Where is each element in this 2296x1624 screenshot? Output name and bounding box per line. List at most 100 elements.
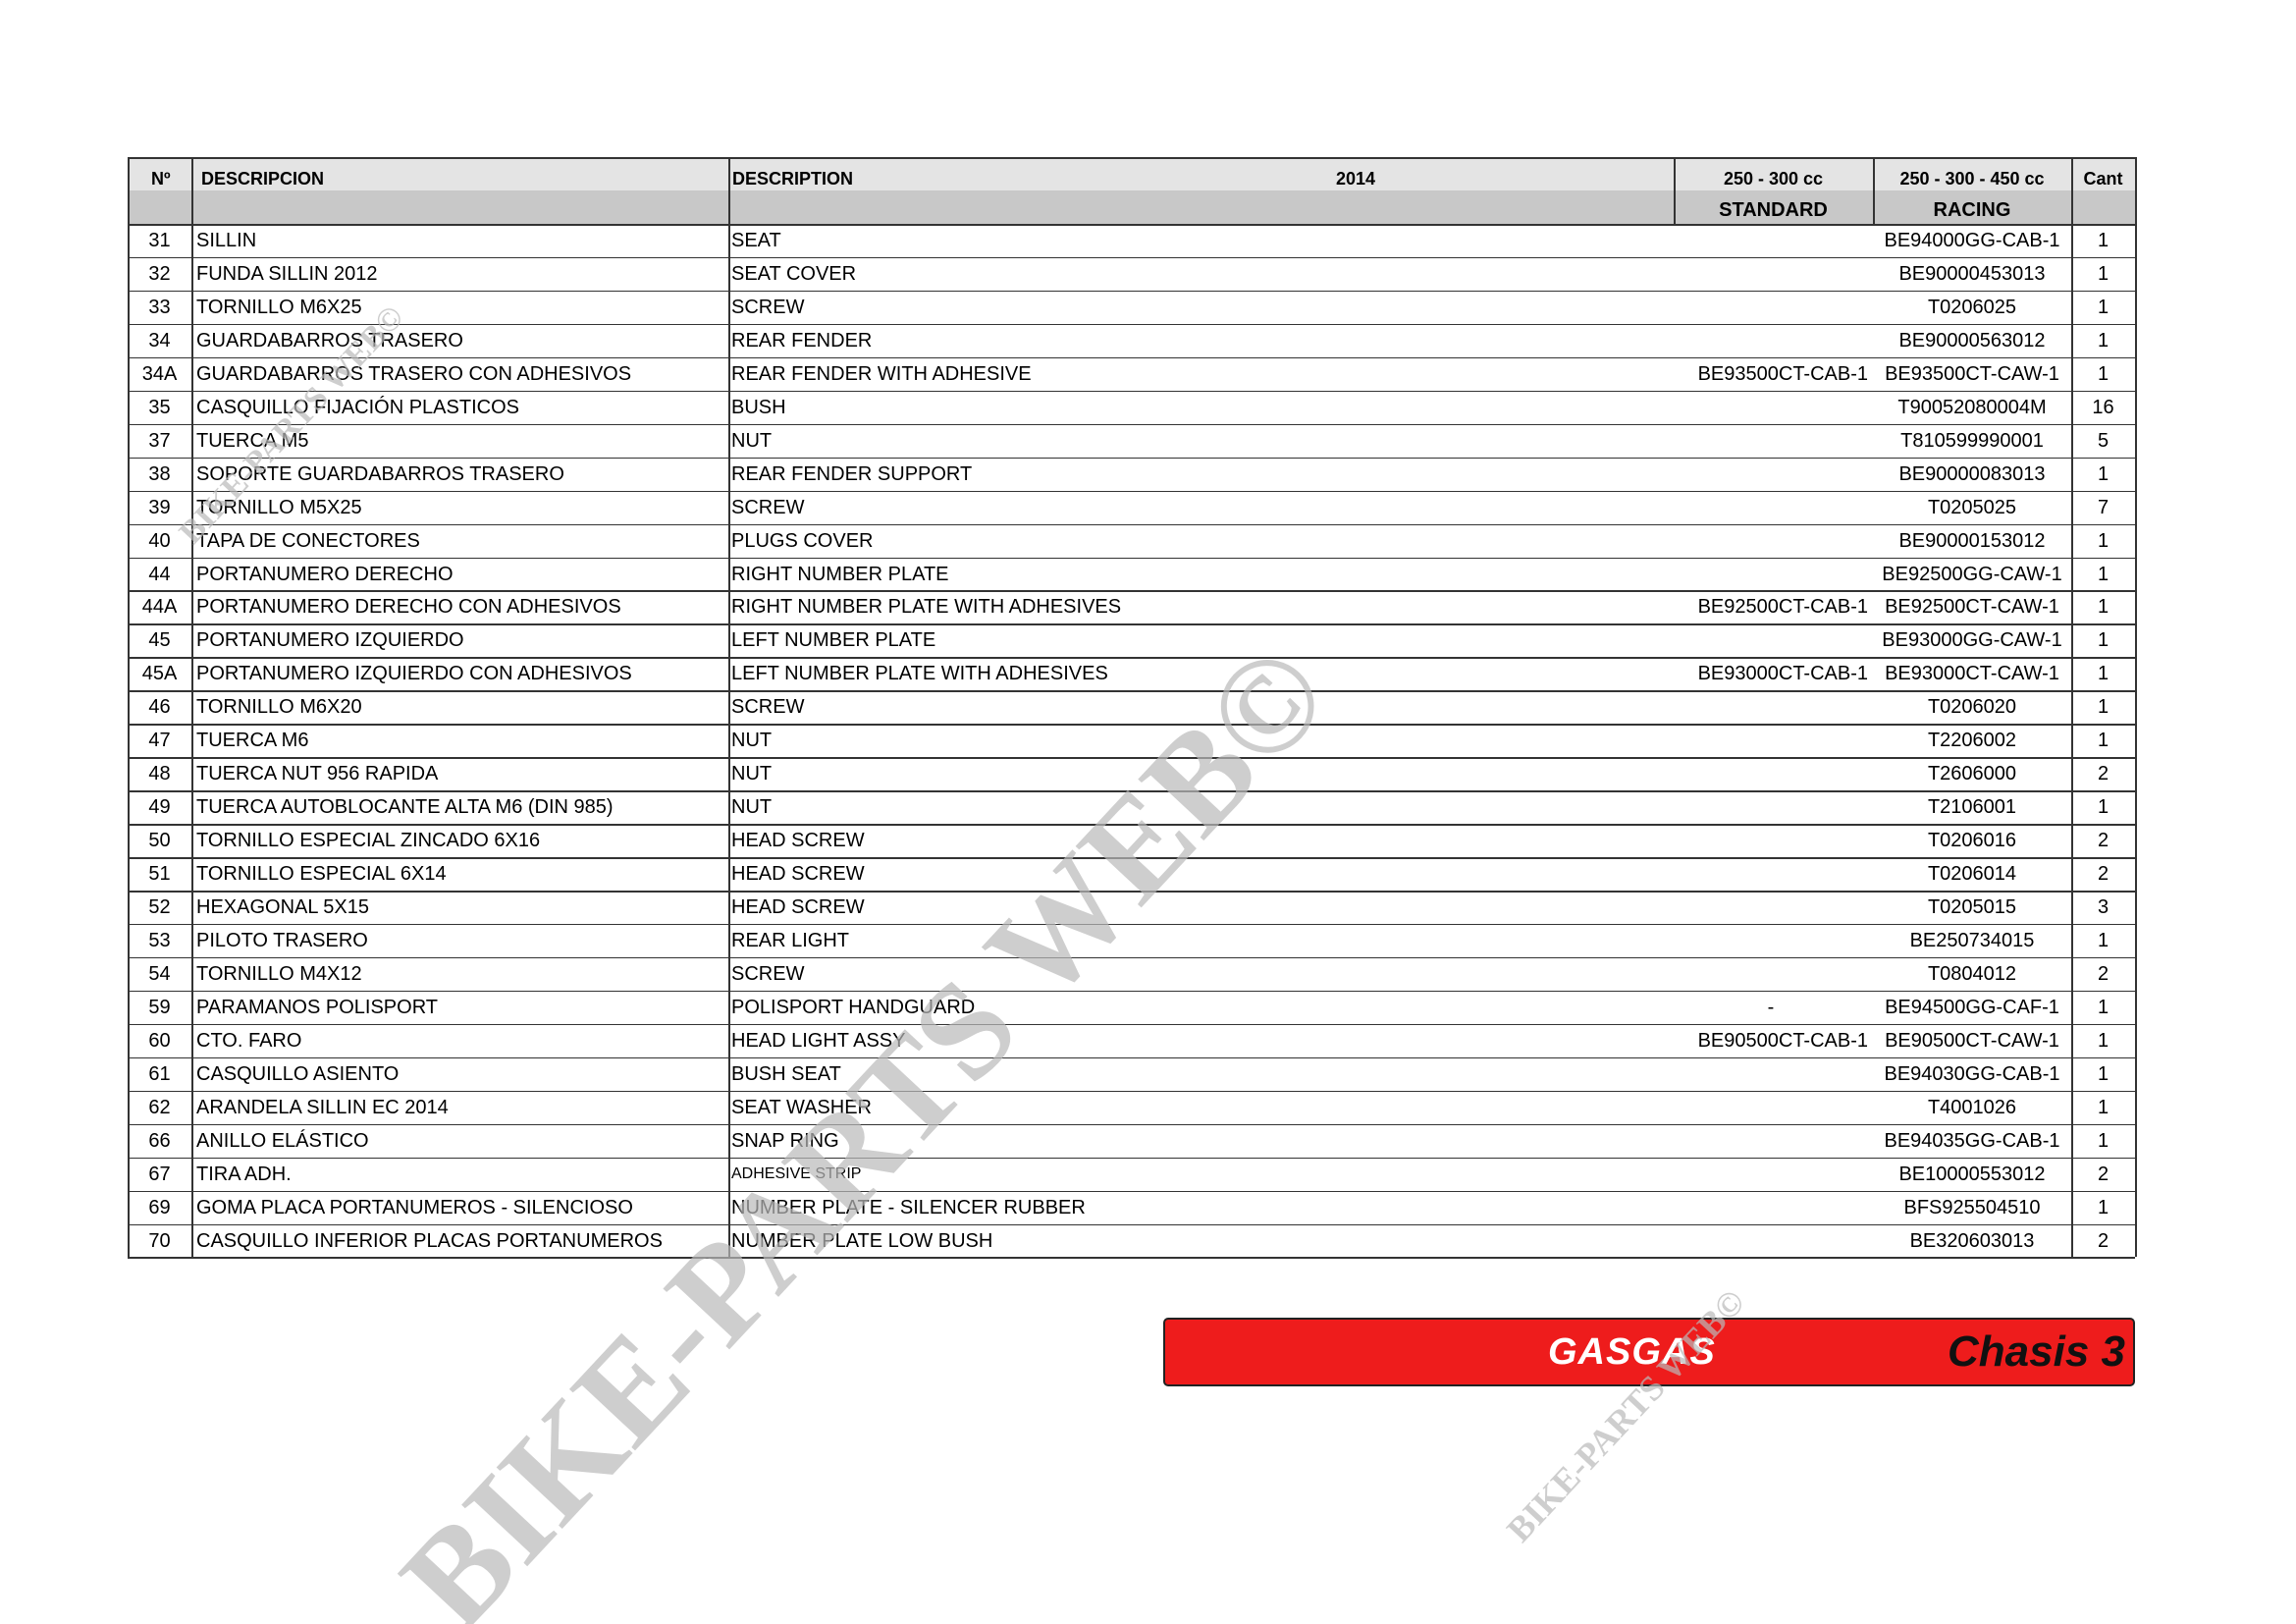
cell-cant: 1 [2097, 596, 2109, 619]
row-line [128, 657, 2135, 659]
cell-no: 52 [148, 896, 171, 918]
cell-no: 45 [148, 629, 171, 652]
cell-no: 33 [148, 296, 171, 318]
row-line [128, 1190, 2135, 1193]
cell-standard: BE93000CT-CAB-1 [1697, 663, 1868, 685]
cell-descripcion: TORNILLO M5X25 [196, 496, 362, 518]
cell-description: SCREW [731, 296, 805, 318]
cell-no: 51 [148, 863, 171, 886]
row-line [128, 623, 2135, 625]
cell-cant: 1 [2097, 1096, 2109, 1118]
cell-cant: 1 [2097, 563, 2109, 585]
footer-box: GASGAS Chasis 3 [1163, 1318, 2135, 1386]
cell-no: 67 [148, 1163, 171, 1185]
row-line [128, 256, 2135, 259]
cell-descripcion: TUERCA M5 [196, 429, 309, 452]
cell-racing: T2606000 [1927, 763, 2017, 785]
cell-racing: T0206016 [1927, 830, 2017, 852]
cell-descripcion: TORNILLO M6X25 [196, 296, 362, 318]
cell-description: SEAT COVER [731, 262, 857, 285]
cell-descripcion: CTO. FARO [196, 1029, 302, 1052]
row-line [128, 557, 2135, 559]
row-line [128, 1023, 2135, 1026]
cell-description: SCREW [731, 696, 805, 719]
brand-logo: GASGAS [1548, 1331, 1716, 1373]
row-line [128, 956, 2135, 959]
cell-description: LEFT NUMBER PLATE [731, 629, 936, 652]
cell-descripcion: TAPA DE CONECTORES [196, 529, 420, 552]
cell-racing: T4001026 [1927, 1096, 2017, 1118]
cell-cant: 2 [2097, 962, 2109, 985]
cell-cant: 1 [2097, 362, 2109, 385]
cell-descripcion: ARANDELA SILLIN EC 2014 [196, 1096, 449, 1118]
cell-cant: 1 [2097, 730, 2109, 752]
table-border [128, 157, 2135, 159]
cell-description: REAR FENDER SUPPORT [731, 462, 973, 485]
row-line [128, 423, 2135, 426]
cell-no: 45A [141, 663, 178, 685]
cell-racing: BE320603013 [1909, 1229, 2035, 1252]
cell-descripcion: CASQUILLO INFERIOR PLACAS PORTANUMEROS [196, 1229, 663, 1252]
column-line [191, 157, 193, 1258]
row-line [128, 490, 2135, 493]
cell-no: 70 [148, 1229, 171, 1252]
cell-no: 35 [148, 396, 171, 418]
cell-description: REAR FENDER WITH ADHESIVE [731, 362, 1032, 385]
row-line [128, 824, 2135, 826]
cell-cant: 1 [2097, 1196, 2109, 1218]
row-line [128, 857, 2135, 859]
cell-racing: BE90000153012 [1898, 529, 2046, 552]
cell-descripcion: GOMA PLACA PORTANUMEROS - SILENCIOSO [196, 1196, 633, 1218]
row-line [128, 990, 2135, 993]
cell-description: BUSH [731, 396, 786, 418]
row-line [128, 323, 2135, 326]
cell-racing: BE90000563012 [1898, 329, 2046, 352]
cell-no: 53 [148, 929, 171, 951]
cell-standard: BE90500CT-CAB-1 [1697, 1029, 1868, 1052]
header-racing: RACING [1933, 199, 2011, 221]
row-line [128, 891, 2135, 893]
cell-no: 38 [148, 462, 171, 485]
cell-standard: BE92500CT-CAB-1 [1697, 596, 1868, 619]
cell-cant: 1 [2097, 1129, 2109, 1152]
column-line [728, 157, 730, 1258]
cell-description: RIGHT NUMBER PLATE [731, 563, 949, 585]
cell-cant: 1 [2097, 796, 2109, 819]
cell-descripcion: SILLIN [196, 230, 257, 251]
cell-cant: 1 [2097, 296, 2109, 318]
cell-descripcion: TORNILLO ESPECIAL 6X14 [196, 863, 447, 886]
cell-no: 62 [148, 1096, 171, 1118]
cell-cant: 1 [2097, 1062, 2109, 1085]
header-standard-cc: 250 - 300 cc [1723, 169, 1824, 189]
cell-no: 66 [148, 1129, 171, 1152]
row-line [128, 224, 2135, 226]
cell-descripcion: PORTANUMERO IZQUIERDO CON ADHESIVOS [196, 663, 632, 685]
row-line [128, 1123, 2135, 1126]
section-title: Chasis 3 [1948, 1327, 2125, 1376]
cell-no: 34 [148, 329, 171, 352]
cell-description: HEAD LIGHT ASSY [731, 1029, 906, 1052]
cell-cant: 1 [2097, 262, 2109, 285]
cell-description: SCREW [731, 962, 805, 985]
cell-no: 61 [148, 1062, 171, 1085]
cell-description: REAR LIGHT [731, 929, 850, 951]
cell-racing: BE93500CT-CAW-1 [1885, 362, 2059, 385]
cell-descripcion: PORTANUMERO DERECHO [196, 563, 454, 585]
cell-descripcion: ANILLO ELÁSTICO [196, 1129, 369, 1152]
cell-cant: 1 [2097, 996, 2109, 1018]
row-line [128, 1056, 2135, 1059]
cell-racing: T0205015 [1927, 896, 2017, 918]
header-description: DESCRIPTION [732, 169, 854, 189]
cell-description: NUT [731, 796, 773, 819]
cell-descripcion: TIRA ADH. [196, 1163, 292, 1185]
cell-description: REAR FENDER [731, 329, 873, 352]
cell-description: LEFT NUMBER PLATE WITH ADHESIVES [731, 663, 1108, 685]
cell-racing: BE90000453013 [1898, 262, 2046, 285]
row-line [128, 590, 2135, 592]
cell-descripcion: FUNDA SILLIN 2012 [196, 262, 378, 285]
cell-cant: 1 [2097, 663, 2109, 685]
row-line [128, 790, 2135, 792]
cell-cant: 1 [2097, 462, 2109, 485]
header-year: 2014 [1336, 169, 1376, 189]
